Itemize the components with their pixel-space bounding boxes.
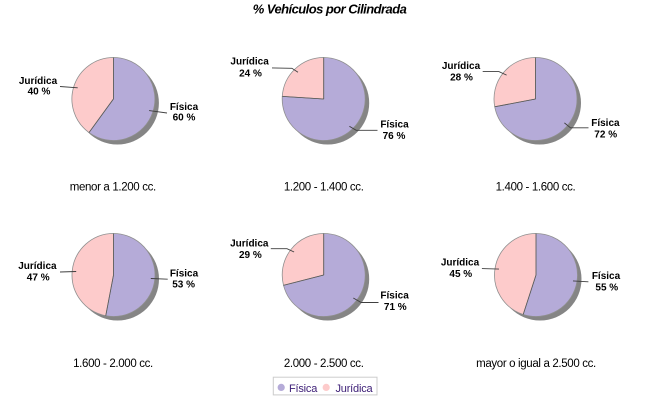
svg-text:60 %: 60 % <box>173 112 196 123</box>
svg-text:Física: Física <box>170 102 199 113</box>
svg-text:Física: Física <box>380 119 409 130</box>
svg-text:2.000 - 2.500 cc.: 2.000 - 2.500 cc. <box>284 358 364 370</box>
svg-text:Física: Física <box>591 118 620 129</box>
svg-text:Jurídica: Jurídica <box>18 261 57 272</box>
svg-text:menor a 1.200 cc.: menor a 1.200 cc. <box>70 181 156 193</box>
svg-text:28 %: 28 % <box>450 73 473 84</box>
svg-text:mayor o igual a 2.500 cc.: mayor o igual a 2.500 cc. <box>476 358 596 370</box>
svg-text:Jurídica: Jurídica <box>336 383 374 395</box>
svg-text:Física: Física <box>380 291 409 302</box>
svg-text:47 %: 47 % <box>27 272 50 283</box>
svg-text:72 %: 72 % <box>594 130 617 141</box>
svg-text:76 %: 76 % <box>383 131 406 142</box>
svg-text:Jurídica: Jurídica <box>442 61 481 72</box>
svg-text:45 %: 45 % <box>449 269 472 280</box>
svg-text:71 %: 71 % <box>384 302 407 313</box>
svg-text:1.600 - 2.000 cc.: 1.600 - 2.000 cc. <box>73 358 153 370</box>
svg-text:% Vehículos por Cilindrada: % Vehículos por Cilindrada <box>253 2 407 17</box>
svg-text:Física: Física <box>170 269 199 280</box>
svg-text:24 %: 24 % <box>239 69 262 80</box>
svg-text:29 %: 29 % <box>239 250 262 261</box>
svg-text:Jurídica: Jurídica <box>230 57 269 68</box>
svg-text:Jurídica: Jurídica <box>19 76 58 87</box>
svg-text:55 %: 55 % <box>595 282 618 293</box>
svg-text:Jurídica: Jurídica <box>441 257 480 268</box>
svg-text:1.400 - 1.600 cc.: 1.400 - 1.600 cc. <box>496 181 576 193</box>
svg-text:Física: Física <box>592 271 621 282</box>
svg-text:Jurídica: Jurídica <box>230 239 269 250</box>
svg-text:40 %: 40 % <box>28 87 51 98</box>
svg-text:53 %: 53 % <box>172 280 195 291</box>
svg-text:Física: Física <box>289 383 318 395</box>
svg-text:1.200 - 1.400 cc.: 1.200 - 1.400 cc. <box>284 181 364 193</box>
